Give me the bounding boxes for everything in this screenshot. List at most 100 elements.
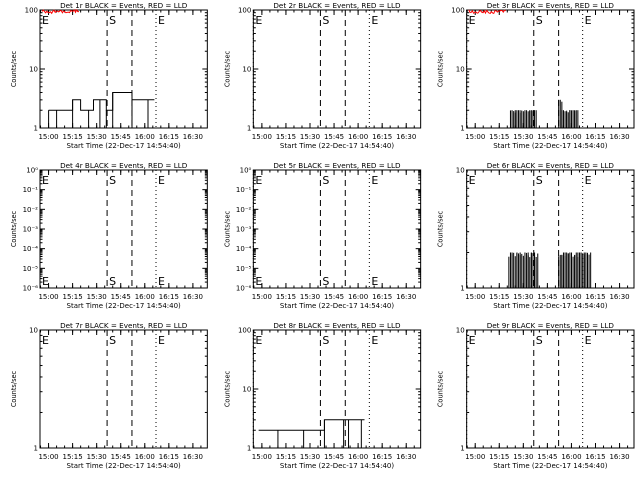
x-tick-label: 15:00 — [465, 293, 485, 301]
marker-label: E — [158, 14, 165, 27]
x-axis-label: Start Time (22-Dec-17 14:54:40) — [493, 142, 607, 150]
marker-label: E — [158, 275, 165, 288]
y-tick-label: 1 — [460, 125, 464, 133]
x-tick-label: 16:00 — [561, 453, 581, 461]
x-tick-label: 16:00 — [348, 453, 368, 461]
x-tick-label: 15:45 — [111, 453, 131, 461]
chart-title: Det 7r BLACK = Events, RED = LLD — [60, 321, 188, 330]
chart-panel: Det 4r BLACK = Events, RED = LLD 10⁻⁶ 10⁻⁵… — [10, 161, 208, 310]
y-tick-label: 10 — [29, 66, 38, 74]
x-tick-label: 16:00 — [561, 293, 581, 301]
y-tick-label: 1 — [34, 125, 38, 133]
y-axis-label: Counts/sec — [10, 210, 18, 247]
x-tick-label: 16:30 — [396, 293, 416, 301]
y-tick-label: 10⁻⁴ — [236, 245, 252, 253]
x-axis-label: Start Time (22-Dec-17 14:54:40) — [280, 302, 394, 310]
x-tick-label: 15:15 — [276, 293, 296, 301]
plot-frame — [466, 169, 635, 289]
x-tick-label: 16:15 — [372, 133, 392, 141]
marker-label: E — [158, 334, 165, 347]
y-tick-label: 10⁻⁵ — [236, 265, 252, 273]
marker-label: E — [42, 174, 49, 187]
marker-label: E — [42, 14, 49, 27]
marker-label: E — [371, 334, 378, 347]
marker-label: E — [42, 334, 49, 347]
x-tick-label: 15:45 — [324, 293, 344, 301]
chart-panel: Det 5r BLACK = Events, RED = LLD 10⁻⁶ 10⁻⁵… — [223, 161, 422, 310]
x-tick-label: 16:00 — [135, 293, 155, 301]
y-tick-label: 1 — [460, 285, 464, 293]
marker-label: E — [371, 174, 378, 187]
x-tick-label: 15:00 — [38, 453, 58, 461]
x-tick-label: 16:30 — [609, 293, 629, 301]
x-tick-label: 16:00 — [561, 133, 581, 141]
y-tick-label: 1 — [460, 445, 464, 453]
marker-label: S — [109, 174, 116, 187]
y-tick-label: 10⁻¹ — [236, 186, 252, 194]
y-tick-label: 100 — [451, 7, 464, 15]
y-tick-label: 1 — [247, 125, 251, 133]
x-tick-label: 15:45 — [111, 133, 131, 141]
x-tick-label: 16:15 — [159, 133, 179, 141]
chart-panel: Det 3r BLACK = Events, RED = LLD 1 10 100 Co… — [437, 1, 635, 150]
y-tick-label: 10⁻⁴ — [23, 245, 39, 253]
y-axis-label: Counts/sec — [437, 370, 445, 407]
marker-label: S — [536, 14, 543, 27]
x-tick-label: 15:45 — [324, 453, 344, 461]
x-tick-label: 15:00 — [38, 133, 58, 141]
x-tick-label: 16:30 — [183, 293, 203, 301]
y-tick-label: 100 — [238, 7, 251, 15]
y-tick-label: 10⁻⁵ — [23, 265, 39, 273]
x-tick-label: 15:30 — [300, 453, 320, 461]
marker-label: E — [255, 14, 262, 27]
x-tick-label: 15:45 — [537, 293, 557, 301]
series-line — [468, 9, 506, 15]
x-tick-label: 16:00 — [135, 453, 155, 461]
x-tick-label: 16:30 — [183, 453, 203, 461]
chart-panel: Det 6r BLACK = Events, RED = LLD 1 10 Count… — [437, 161, 635, 310]
marker-label: S — [109, 275, 116, 288]
chart-panel: Det 1r BLACK = Events, RED = LLD 1 10 100 Co… — [10, 1, 208, 150]
x-tick-label: 15:00 — [252, 133, 272, 141]
marker-label: E — [469, 334, 476, 347]
series-line — [41, 8, 79, 15]
x-tick-label: 16:00 — [348, 133, 368, 141]
marker-label: S — [109, 14, 116, 27]
x-tick-label: 15:00 — [252, 293, 272, 301]
chart-title: Det 9r BLACK = Events, RED = LLD — [487, 321, 615, 330]
x-tick-label: 15:15 — [276, 133, 296, 141]
x-tick-label: 15:30 — [87, 293, 107, 301]
y-tick-label: 10⁻⁶ — [23, 285, 39, 293]
x-axis-label: Start Time (22-Dec-17 14:54:40) — [280, 462, 394, 470]
y-tick-label: 10⁻² — [236, 206, 252, 214]
x-tick-label: 15:15 — [63, 453, 83, 461]
chart-panel: Det 8r BLACK = Events, RED = LLD 1 10 100 Co… — [223, 321, 422, 470]
y-tick-label: 10⁻³ — [23, 226, 39, 234]
x-tick-label: 15:30 — [87, 133, 107, 141]
x-axis-label: Start Time (22-Dec-17 14:54:40) — [67, 142, 181, 150]
x-tick-label: 15:15 — [63, 293, 83, 301]
x-tick-label: 15:00 — [465, 133, 485, 141]
marker-label: S — [322, 174, 329, 187]
x-tick-label: 16:15 — [372, 453, 392, 461]
y-tick-label: 10⁰ — [26, 167, 38, 175]
y-tick-label: 10 — [242, 66, 251, 74]
x-tick-label: 16:15 — [585, 133, 605, 141]
x-axis-label: Start Time (22-Dec-17 14:54:40) — [493, 462, 607, 470]
x-tick-label: 16:00 — [135, 133, 155, 141]
y-tick-label: 1 — [247, 445, 251, 453]
chart-title: Det 2r BLACK = Events, RED = LLD — [273, 1, 401, 10]
marker-label: S — [322, 275, 329, 288]
x-tick-label: 15:15 — [63, 133, 83, 141]
x-tick-label: 15:15 — [489, 293, 509, 301]
chart-title: Det 1r BLACK = Events, RED = LLD — [60, 1, 188, 10]
marker-label: E — [371, 14, 378, 27]
x-tick-label: 15:45 — [324, 133, 344, 141]
chart-panel: Det 7r BLACK = Events, RED = LLD 1 10 Count… — [10, 321, 208, 470]
x-tick-label: 16:30 — [609, 453, 629, 461]
x-axis-label: Start Time (22-Dec-17 14:54:40) — [493, 302, 607, 310]
x-tick-label: 15:00 — [465, 453, 485, 461]
plot-frame — [466, 9, 635, 129]
x-tick-label: 15:15 — [489, 133, 509, 141]
